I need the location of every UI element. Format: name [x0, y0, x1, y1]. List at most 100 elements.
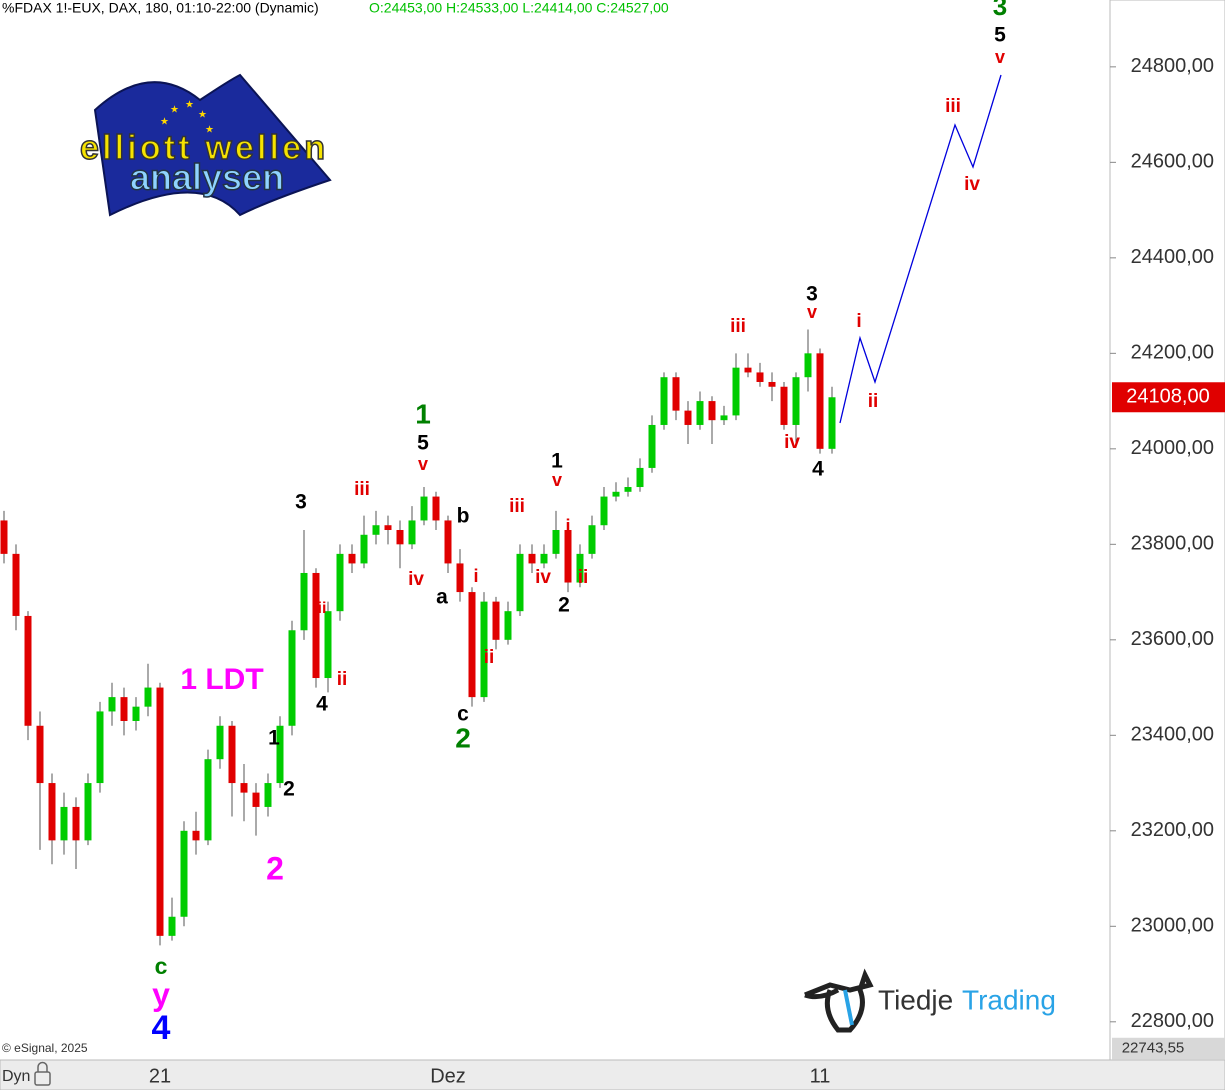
logo-text: analysen — [130, 157, 284, 198]
candle-body — [240, 783, 248, 793]
candle-body — [780, 386, 788, 425]
candle-body — [312, 572, 320, 679]
wave-label: v — [552, 470, 562, 490]
candle-body — [456, 563, 464, 593]
wave-label: ii — [318, 600, 327, 617]
candle-body — [144, 687, 152, 707]
candle-body — [108, 697, 116, 712]
candle-body — [36, 725, 44, 784]
candle-body — [528, 553, 536, 564]
y-tick-label: 23800,00 — [1131, 533, 1214, 555]
candle-body — [228, 725, 236, 784]
candle-body — [816, 353, 824, 449]
wave-label: iv — [535, 567, 551, 588]
wave-label: v — [418, 454, 428, 474]
candle-body — [708, 401, 716, 421]
candle-body — [168, 916, 176, 936]
candle-body — [372, 525, 380, 535]
mode: Dyn — [2, 1068, 30, 1085]
candle-body — [660, 377, 668, 425]
wave-label: 4 — [316, 693, 328, 716]
candle-body — [204, 759, 212, 841]
wave-label: iii — [945, 96, 961, 117]
candle-body — [288, 630, 296, 726]
axis-low-label: 22743,55 — [1122, 1040, 1185, 1057]
wave-label: iii — [354, 479, 370, 500]
candle-body — [180, 830, 188, 917]
wave-label: ii — [337, 669, 348, 690]
candle-body — [96, 711, 104, 784]
candle-body — [672, 377, 680, 411]
candle-body — [60, 806, 68, 841]
x-tick-label: 21 — [149, 1065, 171, 1087]
wave-label: iv — [408, 569, 424, 590]
candle-body — [636, 467, 644, 488]
axis-low-box — [1112, 1037, 1225, 1060]
candle-body — [564, 530, 572, 583]
y-tick-label: 24000,00 — [1131, 437, 1214, 459]
wave-label: 2 — [455, 722, 471, 753]
wave-label: iii — [730, 316, 746, 337]
candle-body — [756, 372, 764, 382]
candle-body — [276, 725, 284, 784]
candle-body — [732, 367, 740, 416]
candle-body — [360, 534, 368, 564]
candle-body — [768, 381, 776, 387]
wave-label: ii — [578, 567, 589, 588]
wave-label: v — [995, 47, 1005, 67]
candle-body — [588, 525, 596, 554]
candle-body — [720, 415, 728, 421]
wave-label: 5 — [417, 432, 429, 455]
x-tick-label: Dez — [430, 1065, 466, 1087]
wave-label: 3 — [295, 491, 307, 514]
candle-body — [624, 487, 632, 492]
wave-label: i — [856, 311, 861, 332]
candle-body — [804, 353, 812, 378]
logo-text: Trading — [962, 984, 1056, 1015]
elliott-logo: ★ ★★★★ elliott wellen analysen — [79, 73, 332, 217]
wave-label: 2 — [558, 594, 570, 617]
copyright: © eSignal, 2025 — [2, 1041, 88, 1055]
candle-body — [324, 611, 332, 679]
candle-body — [0, 520, 8, 554]
chart-title: %FDAX 1!-EUX, DAX, 180, 01:10-22:00 (Dyn… — [2, 0, 319, 16]
price-axis-panel — [1109, 0, 1225, 1061]
y-tick-label: 24800,00 — [1131, 55, 1214, 77]
candle-body — [828, 397, 836, 449]
candle-body — [252, 792, 260, 807]
y-tick-label: 22800,00 — [1131, 1010, 1214, 1032]
candle-body — [648, 424, 656, 468]
wave-label: 4 — [152, 1009, 171, 1047]
tiedje-logo: Tiedje Trading — [804, 968, 1056, 1033]
candle-body — [432, 496, 440, 521]
svg-text:★: ★ — [198, 110, 207, 121]
candle-body — [348, 553, 356, 564]
candle-body — [48, 783, 56, 841]
candle-body — [420, 496, 428, 521]
wave-label: 3 — [993, 0, 1007, 21]
wave-label: iii — [509, 496, 525, 517]
y-tick-label: 24600,00 — [1131, 151, 1214, 173]
wave-label: ii — [484, 647, 495, 668]
current-price-label: 24108,00 — [1126, 386, 1209, 408]
svg-text:★: ★ — [170, 105, 179, 116]
y-tick-label: 23200,00 — [1131, 819, 1214, 841]
y-tick-label: 24200,00 — [1131, 342, 1214, 364]
candle-body — [792, 377, 800, 425]
current-price-box — [1112, 382, 1225, 413]
candle-body — [684, 410, 692, 425]
x-tick-label: 11 — [810, 1065, 831, 1087]
candle-body — [384, 525, 392, 530]
y-tick-label: 23600,00 — [1131, 628, 1214, 650]
wave-label: 1 — [551, 450, 563, 473]
wave-label: 2 — [283, 778, 295, 801]
wave-label: b — [457, 505, 470, 528]
candle-body — [264, 783, 272, 807]
candle-body — [408, 520, 416, 545]
candle-body — [696, 401, 704, 425]
y-tick-label: 23400,00 — [1131, 724, 1214, 746]
projection-line — [839, 74, 1002, 424]
candle-body — [444, 520, 452, 564]
wave-label: y — [152, 976, 170, 1012]
